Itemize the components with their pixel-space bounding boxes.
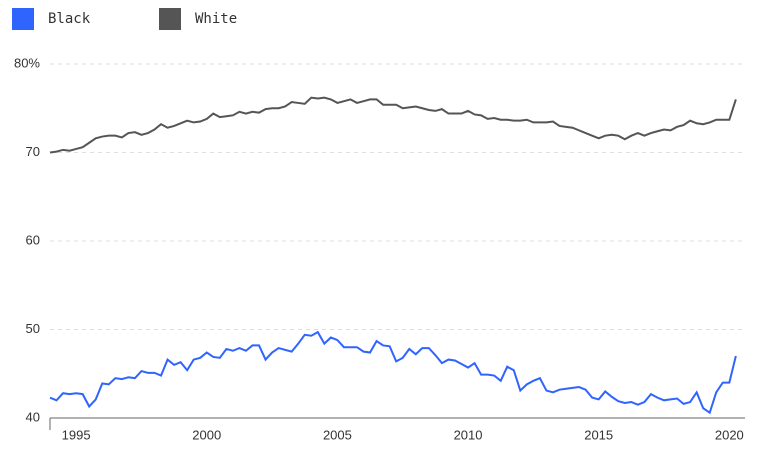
y-tick-label: 50 (26, 321, 40, 336)
line (49, 96, 737, 154)
x-tick-label: 2020 (715, 427, 744, 442)
legend-swatch (12, 8, 34, 30)
x-tick-label: 2015 (584, 427, 613, 442)
y-tick-label: 40 (26, 409, 40, 424)
y-tick-label: 70 (26, 144, 40, 159)
line (49, 330, 737, 415)
legend-label: White (195, 11, 237, 27)
x-tick-label: 2005 (323, 427, 352, 442)
x-tick-label: 2000 (192, 427, 221, 442)
y-tick-label: 80% (14, 55, 40, 70)
y-tick-label: 60 (26, 232, 40, 247)
x-tick-label: 2010 (454, 427, 483, 442)
legend-swatch (159, 8, 181, 30)
legend: Black White (12, 8, 237, 30)
x-tick-label: 1995 (62, 427, 91, 442)
legend-label: Black (48, 11, 91, 27)
